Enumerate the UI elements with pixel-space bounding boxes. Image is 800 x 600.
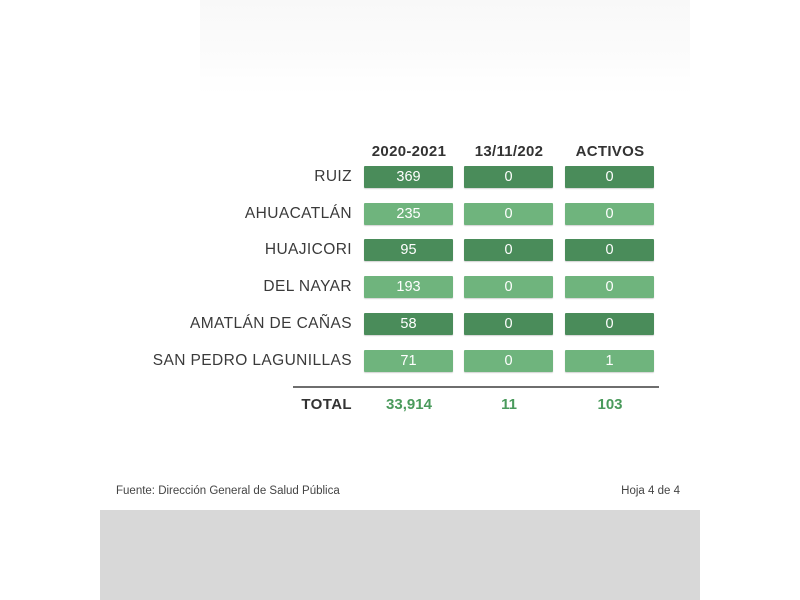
row-label-del-nayar: DEL NAYAR (263, 278, 352, 295)
cell-san-pedro-period: 71 (364, 350, 453, 372)
cell-ahuacatlan-period: 235 (364, 203, 453, 225)
row-label-san-pedro-lagunillas: SAN PEDRO LAGUNILLAS (152, 352, 352, 369)
page-indicator: Hoja 4 de 4 (621, 485, 680, 497)
cell-amatlan-period: 58 (364, 313, 453, 335)
cell-san-pedro-active: 1 (565, 350, 654, 372)
cell-ruiz-date: 0 (464, 166, 553, 188)
row-label-amatlan-de-canas: AMATLÁN DE CAÑAS (189, 315, 352, 332)
total-divider (293, 386, 659, 388)
column-header-period: 2020-2021 (371, 143, 447, 160)
column-header-active: ACTIVOS (575, 143, 645, 160)
cell-ruiz-period: 369 (364, 166, 453, 188)
row-label-huajicori: HUAJICORI (264, 241, 352, 258)
cell-amatlan-date: 0 (464, 313, 553, 335)
bottom-gray-band (100, 510, 700, 600)
total-period: 33,914 (386, 396, 432, 413)
total-date: 11 (501, 396, 517, 413)
total-label: TOTAL (301, 396, 352, 413)
cell-del-nayar-period: 193 (364, 276, 453, 298)
cell-huajicori-active: 0 (565, 239, 654, 261)
column-header-date: 13/11/202 (474, 143, 544, 160)
cell-ruiz-active: 0 (565, 166, 654, 188)
row-label-ruiz: RUIZ (314, 168, 352, 185)
cell-huajicori-period: 95 (364, 239, 453, 261)
cell-huajicori-date: 0 (464, 239, 553, 261)
cell-san-pedro-date: 0 (464, 350, 553, 372)
cell-del-nayar-date: 0 (464, 276, 553, 298)
source-note: Fuente: Dirección General de Salud Públi… (116, 485, 340, 497)
faded-header-area (200, 0, 690, 95)
cell-ahuacatlan-date: 0 (464, 203, 553, 225)
cell-ahuacatlan-active: 0 (565, 203, 654, 225)
total-active: 103 (597, 396, 623, 413)
cell-amatlan-active: 0 (565, 313, 654, 335)
row-label-ahuacatlan: AHUACATLÁN (244, 205, 352, 222)
cell-del-nayar-active: 0 (565, 276, 654, 298)
